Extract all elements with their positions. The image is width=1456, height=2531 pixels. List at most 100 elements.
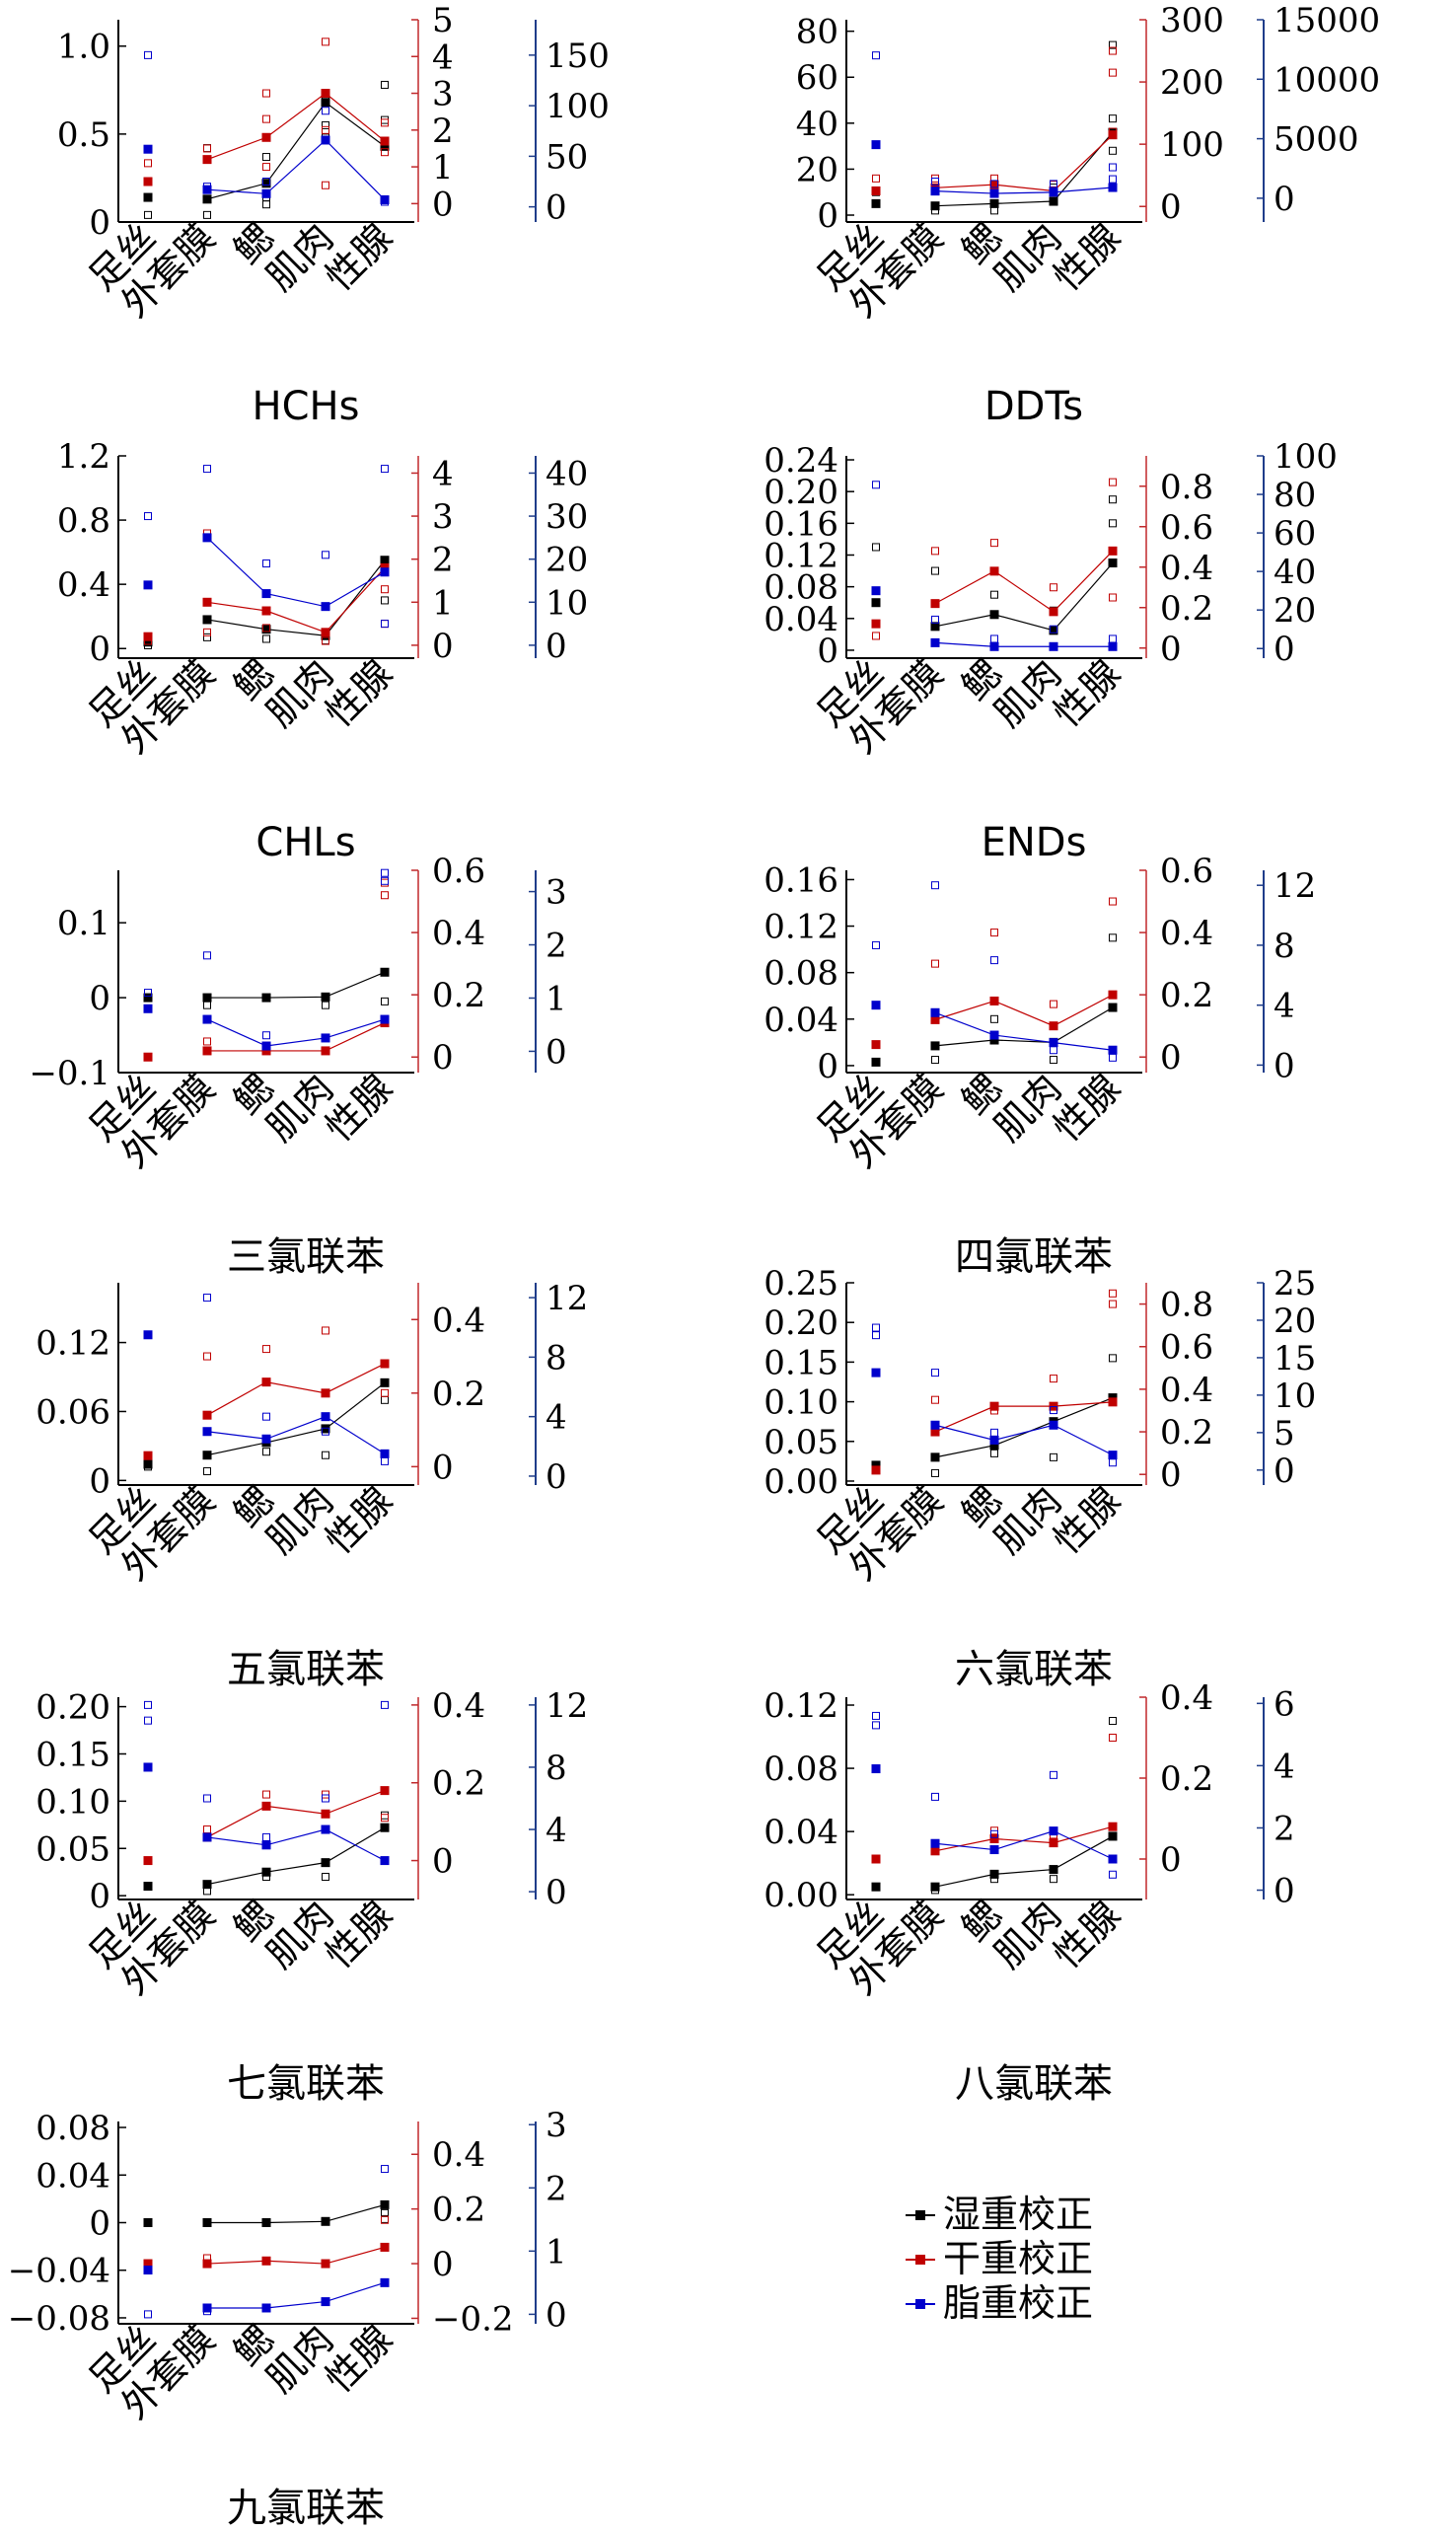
data-point [143, 2259, 153, 2269]
data-point [871, 1465, 881, 1475]
left-tick-label: 0.00 [764, 1462, 838, 1502]
right-tick-label: 0 [546, 1873, 567, 1912]
panel-2: 0204060800100200300050001000015000足丝外套膜鳃… [796, 1, 1380, 429]
data-point [871, 1854, 881, 1864]
right-tick-label: 20 [546, 541, 588, 580]
outlier-point [144, 1700, 152, 1709]
left-tick-label: 40 [796, 105, 838, 144]
outlier-point [322, 1001, 329, 1009]
outlier-point [1109, 634, 1117, 643]
outlier-point [203, 144, 211, 153]
outlier-point [1109, 46, 1117, 55]
data-point [989, 641, 999, 651]
right-tick-label: 8 [1274, 927, 1295, 966]
right-tick-label: 20 [1274, 1302, 1316, 1341]
left-tick-label: 0 [89, 630, 110, 669]
outlier-point [262, 178, 270, 186]
series-line [934, 186, 1114, 194]
left-tick-label: 0.05 [764, 1423, 838, 1462]
series-line [206, 1415, 386, 1454]
data-point [1049, 607, 1058, 617]
mid-tick-label: 5 [432, 1, 454, 40]
right-tick-label: 0 [1274, 180, 1295, 219]
series-wet [143, 967, 390, 1009]
data-point [321, 628, 330, 637]
data-point [321, 1809, 330, 1819]
mid-tick-label: 0 [1160, 1455, 1182, 1495]
data-point [143, 2218, 153, 2227]
outlier-point [322, 636, 329, 645]
right-tick-label: 20 [1274, 591, 1316, 631]
outlier-point [931, 881, 939, 890]
data-point [143, 144, 153, 154]
left-tick-label: 0.12 [36, 1324, 110, 1364]
outlier-point [262, 1790, 270, 1799]
right-tick-label: 60 [1274, 514, 1316, 554]
data-point [143, 192, 153, 202]
data-point [930, 186, 940, 196]
left-tick-label: −0.08 [8, 2299, 110, 2339]
mid-tick-label: 2 [432, 112, 454, 151]
data-point [930, 1420, 940, 1430]
series-line [934, 994, 1114, 1027]
outlier-point [381, 620, 389, 629]
data-point [871, 1057, 881, 1067]
left-tick-label: 0.08 [764, 1749, 838, 1789]
mid-tick-label: 0 [432, 1842, 454, 1882]
data-point [321, 1824, 330, 1834]
outlier-point [381, 1395, 389, 1404]
right-tick-label: 0 [1274, 1046, 1295, 1085]
panel-title: 六氯联苯 [955, 1647, 1113, 1692]
outlier-point [322, 181, 329, 189]
data-point [380, 2199, 390, 2209]
mid-tick-label: 100 [1160, 125, 1224, 165]
left-tick-label: 0 [89, 979, 110, 1018]
outlier-point [262, 634, 270, 643]
data-point [989, 1834, 999, 1843]
data-point [202, 194, 212, 204]
outlier-point [931, 1369, 939, 1377]
data-point [261, 132, 271, 142]
data-point [1049, 1865, 1058, 1875]
series-line [206, 559, 386, 636]
left-tick-label: 0.15 [764, 1343, 838, 1382]
outlier-point [990, 1428, 998, 1437]
legend-wet-label: 湿重校正 [943, 2193, 1093, 2236]
data-point [261, 2303, 271, 2313]
data-point [989, 1845, 999, 1855]
series-wet [143, 2199, 390, 2227]
right-tick-label: 10000 [1274, 60, 1380, 100]
data-point [989, 1435, 999, 1445]
mid-tick-label: 0.2 [1160, 589, 1213, 629]
x-tick-label: 性腺 [1046, 1893, 1129, 1976]
data-point [202, 615, 212, 625]
outlier-point [931, 1056, 939, 1065]
data-point [321, 89, 330, 99]
x-tick-label: 性腺 [1046, 1478, 1129, 1562]
outlier-point [1050, 1875, 1057, 1884]
mid-tick-label: 0.2 [432, 1375, 485, 1414]
data-point [989, 188, 999, 198]
left-tick-label: 0.4 [57, 565, 110, 605]
left-tick-label: −0.1 [29, 1054, 110, 1093]
right-tick-label: 2 [546, 927, 567, 966]
data-point [202, 1880, 212, 1890]
x-tick-label: 性腺 [1046, 651, 1129, 735]
data-point [143, 637, 153, 647]
panel-title: 九氯联苯 [227, 2486, 385, 2531]
left-tick-label: 0.08 [764, 954, 838, 994]
outlier-point [1050, 1375, 1057, 1383]
outlier-point [1050, 1056, 1057, 1065]
data-point [202, 993, 212, 1003]
data-point [202, 155, 212, 165]
data-point [930, 1041, 940, 1051]
series-lipid [871, 881, 1118, 1062]
outlier-point [381, 585, 389, 594]
right-tick-label: 100 [1274, 437, 1338, 477]
series-wet [871, 495, 1118, 635]
outlier-point [262, 559, 270, 568]
legend: 湿重校正 干重校正 脂重校正 [906, 2193, 1093, 2325]
right-tick-label: 40 [1274, 553, 1316, 592]
outlier-point [144, 50, 152, 59]
